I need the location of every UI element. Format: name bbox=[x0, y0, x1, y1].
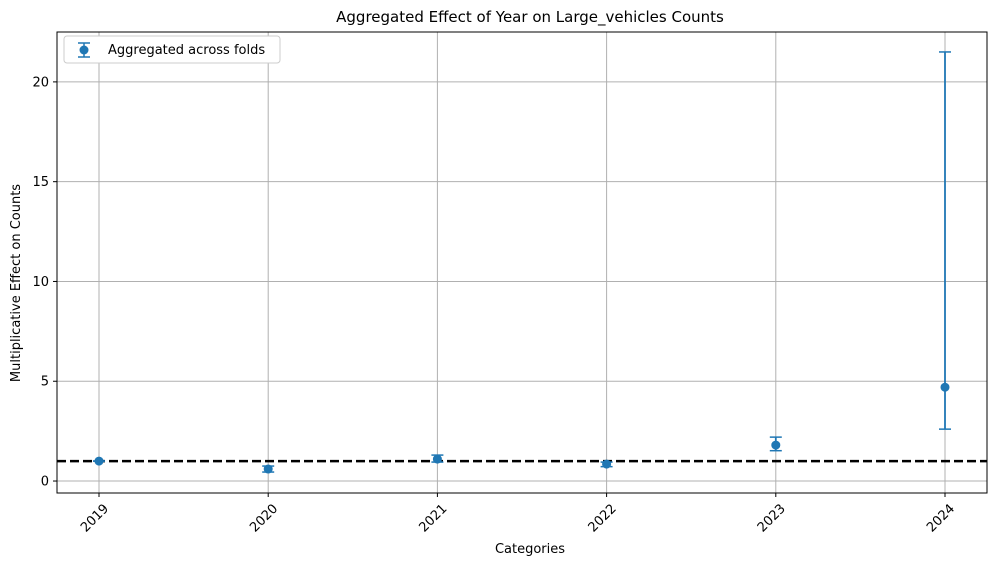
legend: Aggregated across folds bbox=[63, 35, 281, 64]
y-tick-label: 10 bbox=[32, 275, 49, 290]
y-tick-label: 0 bbox=[41, 475, 49, 490]
data-point bbox=[771, 440, 781, 450]
data-point bbox=[432, 454, 442, 464]
y-tick-label: 5 bbox=[41, 375, 49, 390]
y-tick-label: 20 bbox=[32, 75, 49, 90]
legend-label: Aggregated across folds bbox=[108, 43, 265, 58]
data-point bbox=[940, 382, 950, 392]
y-tick-label: 15 bbox=[32, 175, 49, 190]
legend-marker bbox=[78, 42, 90, 58]
chart-title: Aggregated Effect of Year on Large_vehic… bbox=[336, 8, 724, 27]
series-layer bbox=[93, 51, 951, 474]
data-point bbox=[263, 464, 273, 474]
plot-frame bbox=[56, 31, 988, 494]
y-axis-title: Multiplicative Effect on Counts bbox=[9, 184, 24, 382]
x-axis-title: Categories bbox=[495, 542, 565, 557]
legend-box bbox=[63, 35, 281, 64]
y-axis: 0 5 10 15 20 bbox=[32, 75, 57, 490]
data-point bbox=[602, 459, 612, 469]
data-point bbox=[94, 456, 104, 466]
